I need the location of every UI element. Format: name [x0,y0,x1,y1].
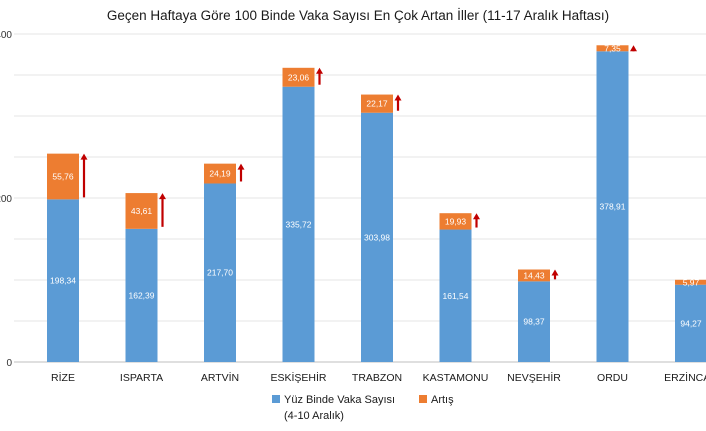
increase-arrow-icon [473,213,480,220]
bar-increase [47,153,79,200]
legend: Yüz Binde Vaka Sayısı (4-10 Aralık) Artı… [272,394,454,422]
increase-arrow-icon [237,163,245,170]
data-label-base: 98,37 [523,317,545,327]
data-label-increase: 22,17 [366,99,388,109]
x-tick-label: KASTAMONU [423,372,489,384]
x-axis: RİZE ISPARTA ARTVİN ESKİŞEHİR TRABZON KASTAMO… [51,371,706,384]
legend-swatch-increase [419,395,427,403]
bar-increase [439,213,472,230]
increase-arrow-icon [80,153,88,160]
increase-arrow-icon [394,94,402,101]
increase-arrow-icon [316,67,323,74]
bar-increase [361,94,393,113]
increase-arrow-icon [551,269,559,276]
data-label-increase: 24,19 [209,169,231,179]
data-label-base: 198,34 [50,276,76,286]
bar-increase [518,269,550,282]
data-label-increase: 7,35 [604,43,621,53]
bars: 198,34 55,76 162,39 43,61 217,70 24,19 335,72 2… [47,43,706,363]
bar-base [675,284,706,362]
x-tick-label: NEVŞEHİR [507,371,561,384]
increase-arrow-icon [159,193,166,200]
data-label-base: 94,27 [680,318,702,328]
y-tick-label: 400 [0,30,12,41]
x-tick-label: ORDU [597,372,628,384]
bar-increase [125,193,158,229]
bar-base [47,199,79,362]
legend-swatch-base [272,395,280,403]
data-label-base: 378,91 [600,202,626,212]
increase-arrow-icon [630,45,637,52]
x-tick-label: ERZİNCAN [664,371,706,384]
data-label-base: 162,39 [129,290,155,300]
bar-increase [282,67,315,87]
bar-base [596,51,629,363]
y-tick-label: 0 [6,358,12,369]
data-label-base: 303,98 [364,232,390,242]
legend-label-base-line2: (4-10 Aralık) [284,410,344,422]
bar-increase [675,279,706,285]
bar-base [204,183,236,362]
bar-base [518,281,550,362]
bar-increase [204,163,236,184]
x-tick-label: ESKİŞEHİR [270,371,326,384]
data-label-increase: 14,43 [523,270,545,280]
x-tick-label: ISPARTA [120,372,163,384]
data-label-base: 161,54 [443,291,469,301]
data-label-base: 335,72 [286,219,312,229]
data-label-increase: 19,93 [445,216,467,226]
bar-base [282,86,315,363]
x-tick-label: TRABZON [352,372,402,384]
legend-label-increase: Artış [431,394,454,406]
data-label-increase: 55,76 [52,171,74,181]
legend-label-base-line1: Yüz Binde Vaka Sayısı [284,394,395,406]
data-label-increase: 5,97 [683,277,700,287]
bar-increase [596,45,629,52]
x-tick-label: RİZE [51,371,75,384]
y-tick-label: 200 [0,194,12,205]
bar-base [361,112,393,363]
data-label-base: 217,70 [207,268,233,278]
chart-title: Geçen Haftaya Göre 100 Binde Vaka Sayısı… [107,8,609,23]
x-tick-label: ARTVİN [201,371,239,384]
data-label-increase: 43,61 [131,206,153,216]
bar-base [125,228,158,362]
data-label-increase: 23,06 [288,72,310,82]
bar-base [439,229,472,362]
